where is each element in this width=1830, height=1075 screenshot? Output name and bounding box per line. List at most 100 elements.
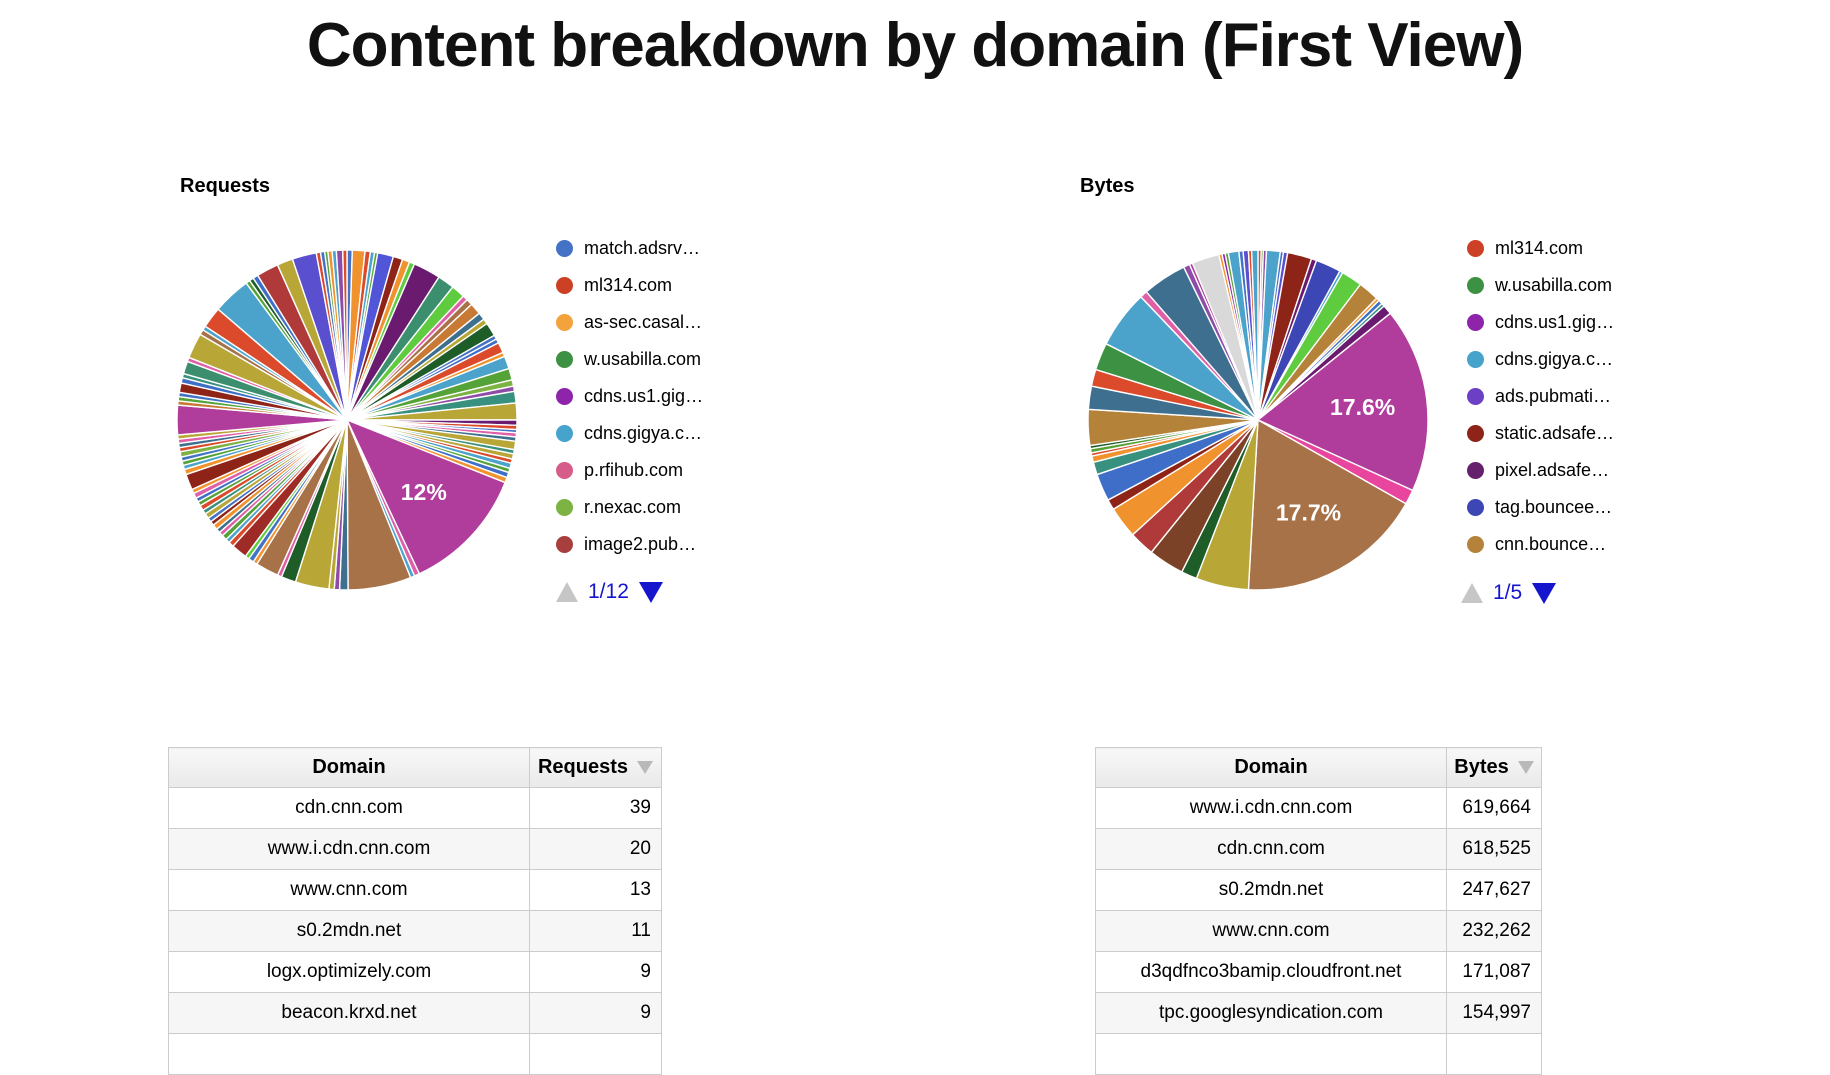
domain-cell: s0.2mdn.net <box>1095 869 1447 911</box>
requests-legend-pager: 1/12 <box>556 580 663 604</box>
legend-swatch-icon <box>1467 425 1484 442</box>
domain-cell: cdn.cnn.com <box>168 787 530 829</box>
legend-item[interactable]: r.nexac.com <box>556 489 703 526</box>
value-cell: 11 <box>529 910 662 952</box>
legend-page-up-icon[interactable] <box>556 582 578 602</box>
legend-item-label: match.adsrv… <box>584 238 701 258</box>
bytes-chart-heading: Bytes <box>1080 175 1135 197</box>
legend-item-label: cdns.gigya.c… <box>584 423 703 443</box>
domain-cell: beacon.krxd.net <box>168 992 530 1034</box>
bytes-by-domain-table: Domain Bytes www.i.cdn.cnn.com 619,664 cdn.c… <box>1095 747 1542 1075</box>
column-header-domain[interactable]: Domain <box>168 747 530 788</box>
domain-cell: www.cnn.com <box>1095 910 1447 952</box>
table-header-row: Domain Requests <box>168 747 662 788</box>
table-row: beacon.krxd.net 9 <box>168 992 662 1034</box>
sort-descending-icon <box>637 761 654 775</box>
legend-item[interactable]: cdns.us1.gig… <box>556 378 703 415</box>
pie-slice[interactable] <box>1250 249 1259 421</box>
value-cell: 619,664 <box>1446 787 1542 829</box>
legend-page-down-icon[interactable] <box>638 581 663 603</box>
legend-item[interactable]: as-sec.casal… <box>556 304 703 341</box>
legend-item-label: ml314.com <box>1495 238 1584 258</box>
legend-item-label: cdns.gigya.c… <box>1495 349 1614 369</box>
table-row: www.i.cdn.cnn.com 619,664 <box>1095 787 1542 829</box>
value-cell: 171,087 <box>1446 951 1542 993</box>
legend-page-down-icon[interactable] <box>1532 582 1557 604</box>
legend-item-label: as-sec.casal… <box>584 312 703 332</box>
legend-swatch-icon <box>556 499 573 516</box>
legend-swatch-icon <box>556 462 573 479</box>
value-cell: 618,525 <box>1446 828 1542 870</box>
legend-item[interactable]: w.usabilla.com <box>1467 267 1614 304</box>
legend-swatch-icon <box>556 388 573 405</box>
table-row: logx.optimizely.com 9 <box>168 951 662 993</box>
domain-cell: logx.optimizely.com <box>168 951 530 993</box>
legend-swatch-icon <box>556 425 573 442</box>
legend-item-label: r.nexac.com <box>584 497 682 517</box>
column-header-requests[interactable]: Requests <box>529 747 662 788</box>
requests-by-domain-table: Domain Requests cdn.cnn.com 39 www.i.cdn.cnn… <box>168 747 662 1075</box>
domain-cell: d3qdfnco3bamip.cloudfront.net <box>1095 951 1447 993</box>
domain-cell: s0.2mdn.net <box>168 910 530 952</box>
legend-item[interactable]: cdns.gigya.c… <box>556 415 703 452</box>
bytes-legend: ml314.com w.usabilla.com cdns.us1.gig… cdns… <box>1467 230 1614 563</box>
table-row: www.cnn.com 232,262 <box>1095 910 1542 952</box>
table-row: www.cnn.com 13 <box>168 869 662 911</box>
legend-page-indicator: 1/12 <box>588 580 629 603</box>
table-row-cropped <box>1095 1033 1542 1075</box>
legend-item[interactable]: pixel.adsafe… <box>1467 452 1614 489</box>
table-row: d3qdfnco3bamip.cloudfront.net 171,087 <box>1095 951 1542 993</box>
legend-item[interactable]: ads.pubmati… <box>1467 378 1614 415</box>
legend-swatch-icon <box>556 277 573 294</box>
column-header-domain[interactable]: Domain <box>1095 747 1447 788</box>
legend-item-label: tag.bouncee… <box>1495 497 1613 517</box>
sort-descending-icon <box>1517 761 1534 775</box>
pie-slice[interactable] <box>342 249 348 421</box>
legend-swatch-icon <box>1467 536 1484 553</box>
legend-item[interactable]: cnn.bounce… <box>1467 526 1614 563</box>
value-cell: 154,997 <box>1446 992 1542 1034</box>
slice-percent-label: 17.6% <box>1330 394 1395 420</box>
domain-cell: cdn.cnn.com <box>1095 828 1447 870</box>
legend-item[interactable]: match.adsrv… <box>556 230 703 267</box>
legend-item-label: w.usabilla.com <box>1495 275 1613 295</box>
legend-item[interactable]: static.adsafe… <box>1467 415 1614 452</box>
legend-swatch-icon <box>556 240 573 257</box>
value-cell: 9 <box>529 951 662 993</box>
table-row: cdn.cnn.com 39 <box>168 787 662 829</box>
bytes-pie-chart: 17.6% 17.7% <box>1087 249 1429 591</box>
legend-swatch-icon <box>1467 388 1484 405</box>
column-header-bytes[interactable]: Bytes <box>1446 747 1542 788</box>
legend-swatch-icon <box>556 314 573 331</box>
legend-item[interactable]: tag.bouncee… <box>1467 489 1614 526</box>
legend-page-up-icon[interactable] <box>1461 583 1483 603</box>
legend-item[interactable]: ml314.com <box>1467 230 1614 267</box>
legend-swatch-icon <box>556 536 573 553</box>
legend-item[interactable]: ml314.com <box>556 267 703 304</box>
bytes-legend-pager: 1/5 <box>1461 581 1557 605</box>
legend-item-label: pixel.adsafe… <box>1495 460 1610 480</box>
column-header-label: Requests <box>537 756 629 778</box>
column-header-label: Bytes <box>1454 756 1509 778</box>
legend-swatch-icon <box>1467 240 1484 257</box>
slice-percent-label: 12% <box>401 479 447 505</box>
legend-item[interactable]: cdns.gigya.c… <box>1467 341 1614 378</box>
slice-percent-label: 17.7% <box>1276 500 1341 526</box>
pie-slice[interactable] <box>1247 418 1407 591</box>
table-row: s0.2mdn.net 247,627 <box>1095 869 1542 911</box>
legend-item-label: image2.pub… <box>584 534 697 554</box>
domain-cell: www.i.cdn.cnn.com <box>1095 787 1447 829</box>
legend-item[interactable]: cdns.us1.gig… <box>1467 304 1614 341</box>
legend-item[interactable]: image2.pub… <box>556 526 703 563</box>
legend-swatch-icon <box>1467 314 1484 331</box>
legend-item-label: cdns.us1.gig… <box>584 386 704 406</box>
pie-slice[interactable] <box>345 418 506 575</box>
value-cell: 20 <box>529 828 662 870</box>
pie-slice[interactable] <box>1256 312 1429 492</box>
legend-item-label: w.usabilla.com <box>584 349 702 369</box>
legend-item[interactable]: p.rfihub.com <box>556 452 703 489</box>
value-cell: 247,627 <box>1446 869 1542 911</box>
column-header-label: Domain <box>1234 756 1308 778</box>
legend-item[interactable]: w.usabilla.com <box>556 341 703 378</box>
requests-pie-chart: 12% <box>176 249 518 591</box>
